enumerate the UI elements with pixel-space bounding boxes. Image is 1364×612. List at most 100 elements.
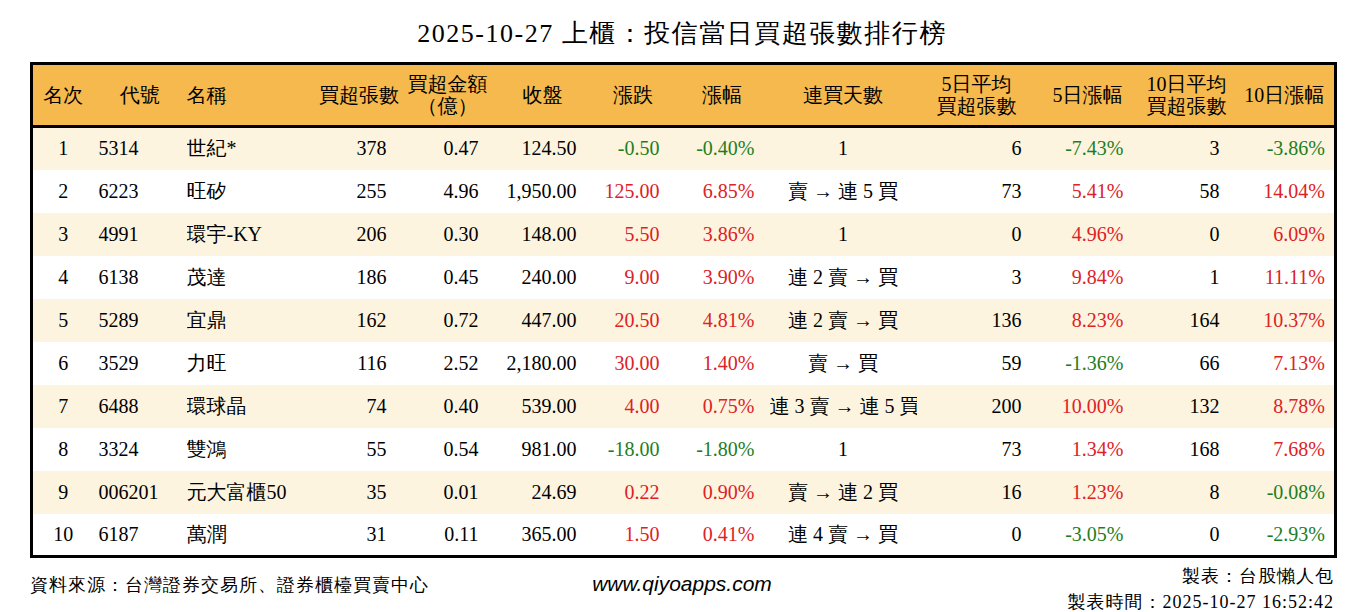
cell-lots: 378 bbox=[317, 127, 402, 170]
table-row: 1 5314 世紀* 378 0.47 124.50 -0.50 -0.40% … bbox=[32, 127, 1336, 170]
cell-close: 2,180.00 bbox=[494, 342, 592, 385]
cell-rank: 3 bbox=[32, 213, 94, 256]
cell-amount: 0.45 bbox=[402, 256, 494, 299]
cell-code: 5289 bbox=[94, 299, 187, 342]
cell-code: 006201 bbox=[94, 471, 187, 514]
header-avg10: 10日平均 買超張數 bbox=[1139, 64, 1235, 127]
cell-pct10: 11.11% bbox=[1235, 256, 1336, 299]
cell-lots: 206 bbox=[317, 213, 402, 256]
cell-rank: 9 bbox=[32, 471, 94, 514]
cell-amount: 0.72 bbox=[402, 299, 494, 342]
header-change-pct: 漲幅 bbox=[675, 64, 770, 127]
cell-streak: 賣 → 連 2 買 bbox=[770, 471, 917, 514]
header-avg10-line2: 買超張數 bbox=[1147, 95, 1227, 117]
cell-pct10: 8.78% bbox=[1235, 385, 1336, 428]
table-row: 2 6223 旺矽 255 4.96 1,950.00 125.00 6.85%… bbox=[32, 170, 1336, 213]
cell-code: 4991 bbox=[94, 213, 187, 256]
cell-streak: 1 bbox=[770, 127, 917, 170]
cell-avg5: 73 bbox=[917, 428, 1037, 471]
cell-pct10: 6.09% bbox=[1235, 213, 1336, 256]
header-close: 收盤 bbox=[494, 64, 592, 127]
table-row: 9 006201 元大富櫃50 35 0.01 24.69 0.22 0.90%… bbox=[32, 471, 1336, 514]
made-time-label: 製表時間：2025-10-27 16:52:42 bbox=[1068, 589, 1335, 612]
header-streak: 連買天數 bbox=[770, 64, 917, 127]
cell-avg5: 0 bbox=[917, 213, 1037, 256]
cell-close: 539.00 bbox=[494, 385, 592, 428]
table-row: 8 3324 雙鴻 55 0.54 981.00 -18.00 -1.80% 1… bbox=[32, 428, 1336, 471]
cell-code: 3324 bbox=[94, 428, 187, 471]
cell-amount: 2.52 bbox=[402, 342, 494, 385]
cell-change: 20.50 bbox=[592, 299, 675, 342]
table-row: 6 3529 力旺 116 2.52 2,180.00 30.00 1.40% … bbox=[32, 342, 1336, 385]
header-pct5: 5日漲幅 bbox=[1037, 64, 1139, 127]
header-lots: 買超張數 bbox=[317, 64, 402, 127]
cell-close: 124.50 bbox=[494, 127, 592, 170]
header-row: 名次 代號 名稱 買超張數 買超金額 （億） 收盤 漲跌 漲幅 連買天數 5日平… bbox=[32, 64, 1336, 127]
cell-code: 6187 bbox=[94, 514, 187, 557]
cell-name: 環球晶 bbox=[187, 385, 317, 428]
cell-change-pct: 0.90% bbox=[675, 471, 770, 514]
cell-change: -0.50 bbox=[592, 127, 675, 170]
header-avg5-line1: 5日平均 bbox=[942, 73, 1012, 95]
cell-streak: 賣 → 連 5 買 bbox=[770, 170, 917, 213]
header-avg10-line1: 10日平均 bbox=[1147, 73, 1227, 95]
header-avg5-line2: 買超張數 bbox=[937, 95, 1017, 117]
cell-amount: 0.01 bbox=[402, 471, 494, 514]
cell-rank: 8 bbox=[32, 428, 94, 471]
cell-lots: 35 bbox=[317, 471, 402, 514]
cell-pct5: 1.34% bbox=[1037, 428, 1139, 471]
cell-pct10: 7.13% bbox=[1235, 342, 1336, 385]
cell-avg10: 58 bbox=[1139, 170, 1235, 213]
header-amount: 買超金額 （億） bbox=[402, 64, 494, 127]
cell-change: 1.50 bbox=[592, 514, 675, 557]
cell-streak: 連 4 賣 → 買 bbox=[770, 514, 917, 557]
cell-close: 1,950.00 bbox=[494, 170, 592, 213]
footer: 資料來源：台灣證券交易所、證券櫃檯買賣中心 www.qiyoapps.com 製… bbox=[30, 563, 1334, 612]
cell-name: 元大富櫃50 bbox=[187, 471, 317, 514]
cell-change-pct: 4.81% bbox=[675, 299, 770, 342]
cell-avg5: 3 bbox=[917, 256, 1037, 299]
cell-avg5: 16 bbox=[917, 471, 1037, 514]
cell-close: 447.00 bbox=[494, 299, 592, 342]
cell-close: 240.00 bbox=[494, 256, 592, 299]
cell-pct10: -3.86% bbox=[1235, 127, 1336, 170]
cell-pct5: 5.41% bbox=[1037, 170, 1139, 213]
cell-lots: 186 bbox=[317, 256, 402, 299]
cell-name: 旺矽 bbox=[187, 170, 317, 213]
cell-avg10: 164 bbox=[1139, 299, 1235, 342]
cell-streak: 連 3 賣 → 連 5 買 bbox=[770, 385, 917, 428]
cell-pct5: 9.84% bbox=[1037, 256, 1139, 299]
cell-change-pct: 0.75% bbox=[675, 385, 770, 428]
header-amount-line1: 買超金額 bbox=[408, 73, 488, 95]
cell-rank: 4 bbox=[32, 256, 94, 299]
cell-avg10: 0 bbox=[1139, 213, 1235, 256]
header-amount-line2: （億） bbox=[418, 95, 478, 117]
cell-change-pct: -0.40% bbox=[675, 127, 770, 170]
cell-amount: 0.11 bbox=[402, 514, 494, 557]
cell-avg10: 0 bbox=[1139, 514, 1235, 557]
cell-pct10: 14.04% bbox=[1235, 170, 1336, 213]
ranking-table: 名次 代號 名稱 買超張數 買超金額 （億） 收盤 漲跌 漲幅 連買天數 5日平… bbox=[30, 62, 1337, 558]
cell-avg10: 168 bbox=[1139, 428, 1235, 471]
cell-pct10: -2.93% bbox=[1235, 514, 1336, 557]
cell-avg10: 3 bbox=[1139, 127, 1235, 170]
header-rank: 名次 bbox=[32, 64, 94, 127]
cell-close: 148.00 bbox=[494, 213, 592, 256]
cell-close: 981.00 bbox=[494, 428, 592, 471]
cell-name: 環宇-KY bbox=[187, 213, 317, 256]
cell-name: 世紀* bbox=[187, 127, 317, 170]
cell-close: 24.69 bbox=[494, 471, 592, 514]
cell-pct5: 10.00% bbox=[1037, 385, 1139, 428]
table-row: 7 6488 環球晶 74 0.40 539.00 4.00 0.75% 連 3… bbox=[32, 385, 1336, 428]
cell-rank: 2 bbox=[32, 170, 94, 213]
cell-rank: 7 bbox=[32, 385, 94, 428]
cell-pct5: -1.36% bbox=[1037, 342, 1139, 385]
header-change: 漲跌 bbox=[592, 64, 675, 127]
cell-change: 4.00 bbox=[592, 385, 675, 428]
cell-avg10: 66 bbox=[1139, 342, 1235, 385]
cell-avg5: 73 bbox=[917, 170, 1037, 213]
cell-change-pct: 3.86% bbox=[675, 213, 770, 256]
cell-code: 3529 bbox=[94, 342, 187, 385]
table-row: 5 5289 宜鼎 162 0.72 447.00 20.50 4.81% 連 … bbox=[32, 299, 1336, 342]
cell-avg5: 0 bbox=[917, 514, 1037, 557]
